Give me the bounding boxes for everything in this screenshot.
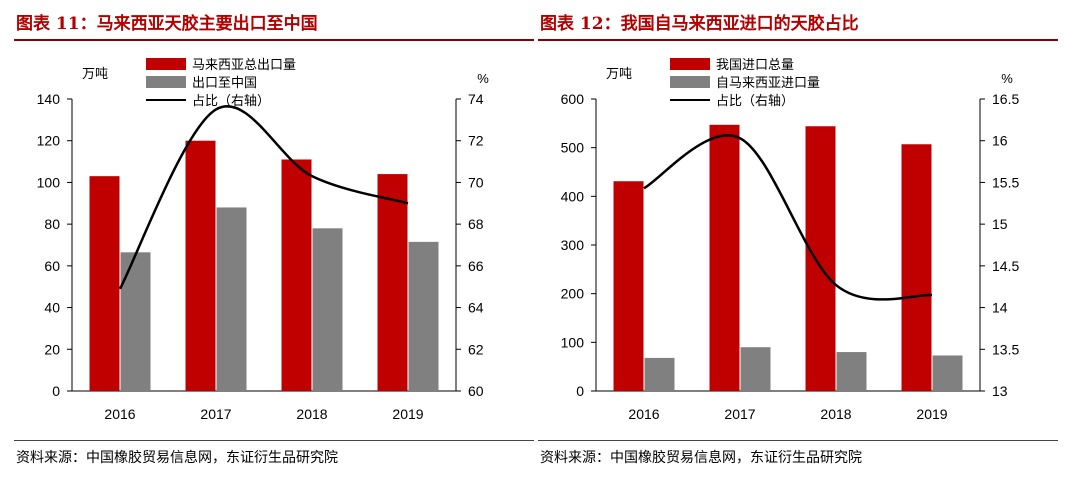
x-axis-tick-label: 2017 [200,406,231,422]
right-axis-tick-label: 16.5 [992,91,1019,107]
china-bar [932,355,963,391]
china-bar [836,352,867,391]
title-rule [14,39,534,41]
total-bar [901,144,932,391]
china-bar [312,228,343,391]
right-axis-tick-label: 72 [468,133,484,149]
title-rule [538,39,1058,41]
left-axis-tick-label: 200 [561,286,585,302]
right-axis-tick-label: 14.5 [992,258,1019,274]
legend-label: 出口至中国 [192,75,257,90]
total-bar [377,174,408,391]
left-axis-tick-label: 60 [44,258,60,274]
legend-swatch [146,58,186,70]
china-bar [408,241,439,391]
x-axis-tick-label: 2019 [392,406,423,422]
legend-swatch [670,76,710,88]
legend-label: 马来西亚总出口量 [192,57,296,72]
share-line [643,134,933,301]
left-axis-unit: 万吨 [606,66,632,81]
legend-label: 自马来西亚进口量 [716,75,820,90]
left-axis-tick-label: 100 [561,334,585,350]
x-axis-tick-label: 2018 [296,406,327,422]
left-axis-unit: 万吨 [82,66,108,81]
right-axis-tick-label: 68 [468,216,484,232]
total-bar [89,176,120,391]
legend-swatch [146,76,186,88]
legend-label: 占比（右轴） [716,93,794,108]
source-note: 资料来源：中国橡胶贸易信息网，东证衍生品研究院 [16,450,338,466]
left-axis-tick-label: 120 [37,133,61,149]
right-axis-tick-label: 13.5 [992,341,1019,357]
right-axis-tick-label: 15 [992,216,1008,232]
figure-title: 图表 12：我国自马来西亚进口的天胶占比 [540,14,859,34]
right-axis-tick-label: 14 [992,300,1008,316]
left-axis-tick-label: 20 [44,341,60,357]
share-line [118,105,409,290]
china-bar [216,207,247,391]
legend-swatch [670,58,710,70]
left-axis-tick-label: 400 [561,188,585,204]
right-axis-tick-label: 66 [468,258,484,274]
right-axis-tick-label: 13 [992,383,1008,399]
right-axis-tick-label: 74 [468,91,484,107]
x-axis-tick-label: 2017 [724,406,755,422]
figure-title: 图表 11：马来西亚天胶主要出口至中国 [16,14,318,34]
right-axis-tick-label: 60 [468,383,484,399]
source-rule [14,440,534,441]
right-axis-tick-label: 70 [468,174,484,190]
total-bar [805,126,836,392]
right-axis-tick-label: 16 [992,133,1008,149]
left-axis-tick-label: 600 [561,91,585,107]
right-axis-tick-label: 64 [468,300,484,316]
left-axis-tick-label: 140 [37,91,61,107]
left-axis-tick-label: 300 [561,237,585,253]
total-bar [281,159,312,391]
x-axis-tick-label: 2019 [916,406,947,422]
right-axis-unit: % [477,71,489,86]
legend-label: 我国进口总量 [716,57,794,72]
x-axis-tick-label: 2016 [104,406,135,422]
source-rule [538,440,1058,441]
china-bar [644,357,675,391]
left-axis-tick-label: 40 [44,300,60,316]
import-share-chart: 0 100 200 300 400 500 600 13 13.5 14 14.5 15 15.5 16 1… [561,57,1020,422]
left-axis-tick-label: 100 [37,174,61,190]
left-axis-tick-label: 500 [561,140,585,156]
figure-11: 图表 11：马来西亚天胶主要出口至中国 0 20 40 60 80 100 120 140 60… [14,0,534,490]
china-bar [740,347,771,391]
left-axis-tick-label: 0 [52,383,60,399]
figure-12: 图表 12：我国自马来西亚进口的天胶占比 0 100 200 300 400 500 600… [538,0,1058,490]
left-axis-tick-label: 80 [44,216,60,232]
legend-label: 占比（右轴） [192,93,270,108]
export-chart: 0 20 40 60 80 100 120 140 60 62 64 66 68 70 72 74 万吨 % 201… [37,57,490,422]
right-axis-tick-label: 62 [468,341,484,357]
total-bar [709,124,740,391]
x-axis-tick-label: 2018 [820,406,851,422]
right-axis-tick-label: 15.5 [992,174,1019,190]
left-axis-tick-label: 0 [576,383,584,399]
right-axis-unit: % [1001,71,1013,86]
x-axis-tick-label: 2016 [628,406,659,422]
source-note: 资料来源：中国橡胶贸易信息网，东证衍生品研究院 [540,450,862,466]
total-bar [185,140,216,391]
china-bar [120,252,151,391]
total-bar [613,181,644,391]
